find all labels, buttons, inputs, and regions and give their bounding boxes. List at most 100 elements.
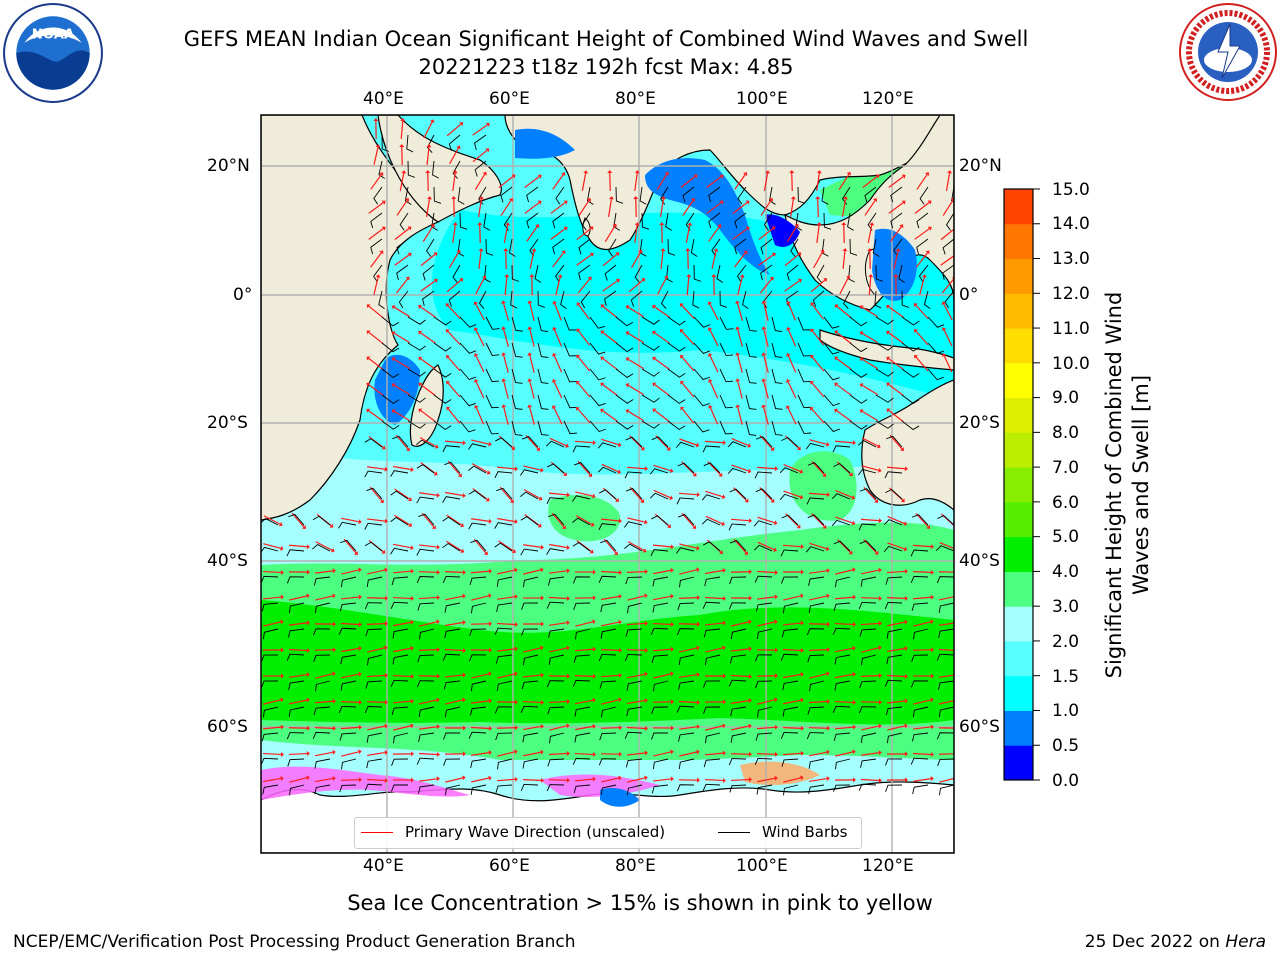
wind-barb: [898, 264, 905, 283]
wave-direction-arrow: [473, 538, 487, 554]
wave-direction-arrow: [420, 384, 436, 396]
wave-direction-arrowhead: [644, 775, 648, 781]
wind-barb: [874, 290, 882, 309]
wave-direction-arrow: [421, 512, 435, 528]
wind-barb: [886, 732, 903, 744]
wind-barb: [393, 732, 409, 744]
svg-text:NOAA: NOAA: [32, 28, 75, 43]
wave-direction-arrow: [577, 356, 591, 372]
wave-direction-arrow: [366, 778, 386, 782]
wind-barb: [365, 680, 383, 689]
wave-direction-arrow: [730, 753, 750, 755]
wave-direction-arrow: [861, 358, 879, 370]
wave-direction-arrowhead: [384, 518, 388, 524]
wave-direction-arrow: [447, 408, 461, 424]
wave-direction-arrowhead: [478, 248, 484, 252]
wind-barb: [396, 238, 409, 255]
colorbar-label: 10.0: [1052, 354, 1090, 374]
wind-barb: [468, 522, 487, 530]
wave-direction-arrow: [760, 200, 772, 216]
wind-barb: [522, 654, 539, 666]
wind-barb: [597, 466, 617, 474]
wave-direction-arrowhead: [722, 645, 726, 651]
wave-direction-arrowhead: [659, 222, 665, 226]
wave-direction-arrow: [366, 623, 386, 625]
wave-direction-arrow: [418, 596, 438, 600]
wave-direction-arrow: [756, 753, 776, 755]
wind-barb: [641, 342, 660, 351]
wind-barb: [459, 212, 468, 230]
wave-direction-arrow: [263, 621, 281, 627]
wave-direction-arrow: [681, 408, 695, 424]
wave-direction-arrow: [444, 571, 464, 573]
wave-direction-arrow: [913, 621, 931, 627]
wave-direction-arrow: [600, 727, 620, 729]
wave-direction-arrowhead: [503, 248, 509, 252]
wind-barb: [719, 394, 733, 409]
wave-direction-arrowhead: [501, 352, 507, 356]
wave-direction-arrowhead: [600, 382, 605, 387]
wave-direction-arrowhead: [852, 621, 856, 627]
wind-barb: [883, 519, 903, 526]
wind-barb: [729, 576, 747, 585]
wave-direction-arrow: [731, 725, 749, 731]
wave-direction-arrowhead: [306, 648, 310, 653]
wave-direction-arrowhead: [618, 594, 622, 599]
wave-direction-arrowhead: [433, 252, 438, 257]
wave-direction-arrow: [835, 647, 853, 653]
wind-barb: [675, 441, 695, 448]
wave-direction-arrowhead: [514, 567, 518, 573]
wave-direction-arrowhead: [644, 647, 648, 653]
wave-zone-4-0: [261, 600, 954, 725]
wind-barb: [604, 290, 617, 306]
colorbar-label: 8.0: [1052, 423, 1080, 443]
wave-direction-arrowhead: [552, 326, 557, 331]
wave-direction-arrow: [709, 355, 719, 373]
wave-direction-arrowhead: [280, 569, 284, 575]
wave-direction-arrow: [659, 199, 665, 217]
wave-direction-arrow: [811, 513, 825, 527]
wind-barb: [534, 264, 542, 283]
wave-direction-arrow: [861, 752, 879, 756]
wind-barb: [858, 523, 877, 531]
wave-direction-arrow: [888, 358, 904, 370]
wave-direction-arrow: [478, 199, 482, 217]
wave-direction-arrowhead: [695, 442, 700, 448]
wind-barb: [937, 758, 954, 767]
wind-barb: [760, 238, 773, 255]
wind-barb: [719, 316, 734, 330]
wind-barb: [626, 680, 643, 691]
wave-direction-arrowhead: [586, 197, 592, 202]
wind-barb: [797, 368, 811, 383]
wave-direction-arrowhead: [739, 274, 745, 278]
wind-barb: [781, 514, 799, 526]
colorbar-segment: [1004, 467, 1033, 503]
wave-direction-arrow: [763, 407, 769, 425]
wave-direction-arrowhead: [280, 545, 284, 551]
wave-direction-arrow: [709, 329, 719, 347]
wave-direction-arrowhead: [527, 326, 533, 330]
wave-direction-arrowhead: [381, 549, 386, 554]
wave-direction-arrow: [628, 279, 644, 293]
wave-direction-arrowhead: [800, 620, 804, 626]
wave-direction-arrowhead: [306, 544, 310, 550]
wind-barb: [520, 516, 539, 526]
wave-direction-arrowhead: [514, 749, 518, 755]
wind-barb: [754, 654, 773, 662]
wind-barb: [823, 420, 841, 432]
wave-direction-arrowhead: [761, 378, 767, 382]
wave-direction-arrow: [915, 304, 929, 320]
wave-direction-arrowhead: [810, 407, 814, 411]
wind-barb: [753, 520, 773, 527]
wave-direction-arrowhead: [536, 447, 540, 451]
wave-direction-arrowhead: [566, 751, 570, 757]
wave-direction-arrowhead: [551, 405, 557, 409]
wave-direction-arrow: [817, 198, 819, 218]
wave-direction-arrow: [705, 569, 723, 575]
wind-barb: [478, 186, 487, 205]
wind-barb: [797, 394, 811, 409]
wave-direction-arrowhead: [669, 468, 674, 474]
wave-direction-arrow: [529, 303, 535, 321]
wave-direction-arrowhead: [485, 497, 490, 502]
wind-barb: [690, 238, 698, 257]
